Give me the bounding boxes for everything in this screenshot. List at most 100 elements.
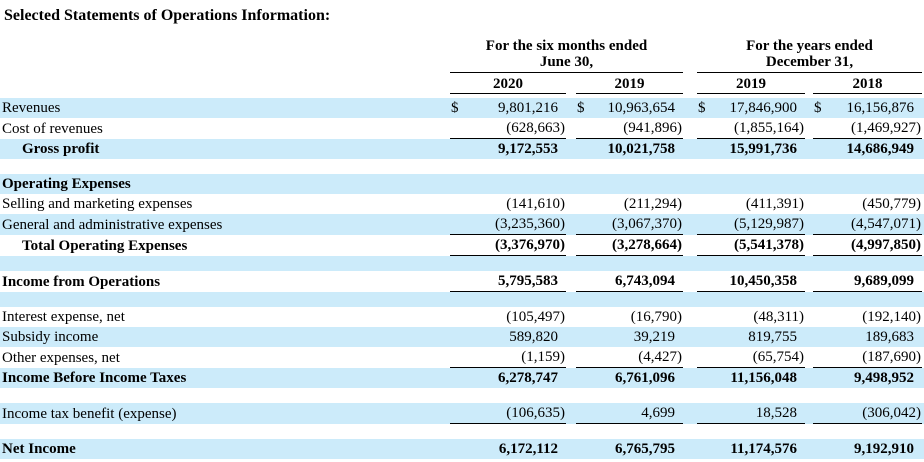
gap-cell	[566, 347, 576, 368]
row-label: Income tax benefit (expense)	[2, 405, 177, 422]
gap-cell	[566, 439, 576, 459]
value-cell: (1,469,927)	[813, 118, 923, 139]
period-group-years-ended: For the years ended December 31,	[697, 38, 923, 73]
value-cell: 9,172,553	[498, 141, 558, 157]
value-cell: 39,219	[633, 329, 676, 345]
gap-cell	[683, 214, 697, 235]
value-cell: (106,635)	[450, 403, 566, 424]
gap-cell	[805, 139, 813, 160]
gap-cell	[566, 139, 576, 160]
gap-cell	[683, 368, 697, 389]
value-cell: (3,278,664)	[576, 234, 684, 256]
period-group-row: For the six months ended June 30, For th…	[0, 38, 924, 73]
value-cell: (3,235,360)	[450, 214, 566, 235]
gap-cell	[683, 271, 697, 292]
value-cell: 18,528	[697, 403, 806, 424]
gap-cell	[805, 271, 813, 292]
value-cell: 14,686,949	[846, 141, 915, 157]
table-row: Income tax benefit (expense) (106,635) 4,6…	[0, 403, 924, 424]
dollar-sign: $	[451, 100, 459, 116]
table-row: Income Before Income Taxes 6,278,747 6,761…	[0, 367, 924, 389]
value-cell: 9,689,099	[813, 271, 923, 292]
gap-cell	[566, 235, 576, 256]
gap-cell	[566, 174, 576, 194]
gap-cell	[805, 214, 813, 235]
gap-cell	[683, 439, 697, 459]
row-label: Operating Expenses	[2, 176, 131, 192]
value-cell: (3,376,970)	[450, 234, 566, 256]
header-gap-cell	[805, 73, 813, 94]
value-cell: (628,663)	[450, 118, 566, 139]
value-cell: 10,021,758	[607, 141, 676, 157]
value-cell: 9,192,910	[854, 441, 915, 457]
row-label: Subsidy income	[2, 329, 99, 345]
gap-cell	[683, 403, 697, 424]
gap-cell	[566, 194, 576, 214]
table-row: Net Income 6,172,112 6,765,795 11,174,576 9,…	[0, 439, 924, 459]
value-cell: $16,156,876	[814, 100, 915, 116]
table-body: Revenues $9,801,216 $10,963,654 $17,846,900…	[0, 98, 924, 459]
value-cell	[697, 174, 805, 194]
row-label: Total Operating Expenses	[22, 237, 188, 254]
value-cell: 589,820	[509, 329, 558, 345]
value-cell: 10,450,358	[697, 271, 806, 292]
gap-cell	[805, 307, 813, 327]
period-group-line1: For the years ended	[746, 38, 873, 54]
gap-cell	[566, 271, 576, 292]
gap-cell	[683, 174, 697, 194]
value-cell: (4,547,071)	[813, 214, 923, 235]
table-row: General and administrative expenses (3,23…	[0, 214, 924, 235]
value-cell: (1,159)	[450, 347, 566, 368]
value-cell: (141,610)	[506, 196, 565, 212]
table-row: Operating Expenses	[0, 174, 924, 194]
table-row: Cost of revenues (628,663) (941,896) (1,855…	[0, 118, 924, 139]
value-cell: 15,991,736	[729, 141, 798, 157]
gap-cell	[805, 327, 813, 347]
spacer-cell	[0, 292, 924, 308]
header-spacer-cell	[0, 38, 450, 73]
gap-cell	[805, 174, 813, 194]
header-gap-cell	[566, 73, 576, 94]
gap-cell	[805, 118, 813, 139]
spacer-cell	[0, 159, 924, 174]
header-gap-cell	[683, 73, 697, 94]
spacer-row	[0, 255, 924, 271]
gap-cell	[683, 347, 697, 368]
value-cell: 9,498,952	[854, 370, 915, 386]
gap-cell	[566, 307, 576, 327]
value-cell: (187,690)	[813, 347, 923, 368]
value-cell: (105,497)	[506, 309, 565, 325]
gap-cell	[566, 403, 576, 424]
period-group-six-months: For the six months ended June 30,	[450, 38, 684, 73]
gap-cell	[683, 327, 697, 347]
column-header-2019-year: 2019	[697, 72, 806, 94]
value-cell: (16,790)	[630, 309, 683, 325]
value-cell: (411,391)	[745, 196, 805, 212]
gap-cell	[683, 98, 697, 118]
value-cell: 6,743,094	[576, 271, 684, 292]
gap-cell	[805, 235, 813, 256]
spacer-cell	[0, 424, 924, 440]
gap-cell	[805, 368, 813, 389]
column-header-2020-six-months: 2020	[450, 72, 566, 94]
value-cell: (3,067,370)	[576, 214, 684, 235]
period-group-line2: June 30,	[539, 54, 594, 70]
value-cell: (4,427)	[576, 347, 684, 368]
gap-cell	[566, 327, 576, 347]
page-title: Selected Statements of Operations Inform…	[4, 7, 331, 24]
dollar-sign: $	[577, 100, 585, 116]
value-cell: $9,801,216	[451, 100, 558, 116]
header-spacer-cell	[0, 73, 450, 94]
gap-cell	[566, 118, 576, 139]
gap-cell	[683, 194, 697, 214]
value-cell: 189,683	[865, 329, 915, 345]
gap-cell	[566, 98, 576, 118]
row-label: Gross profit	[22, 141, 100, 157]
value-cell: 4,699	[576, 403, 684, 424]
value-cell: (211,294)	[623, 196, 683, 212]
row-label: General and administrative expenses	[2, 216, 223, 233]
gap-cell	[683, 235, 697, 256]
value-cell: (1,855,164)	[697, 118, 806, 139]
table-header: For the six months ended June 30, For th…	[0, 38, 924, 98]
value-cell: 5,795,583	[450, 271, 566, 292]
